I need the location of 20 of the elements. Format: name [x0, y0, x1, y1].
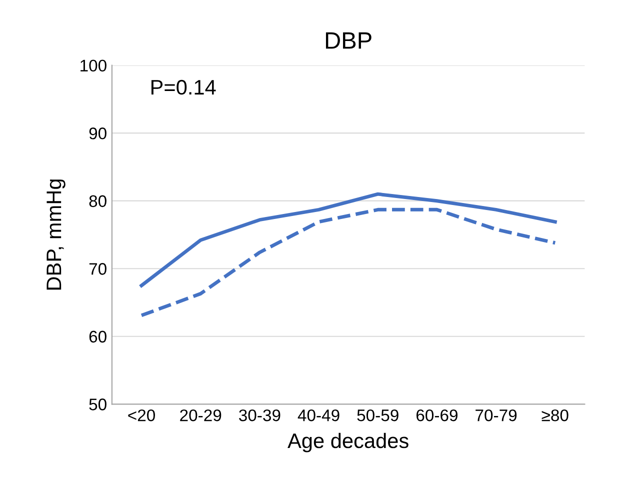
y-tick-label: 60 — [89, 330, 106, 343]
x-tick-label: 50-59 — [357, 409, 398, 422]
y-tick-label: 90 — [89, 128, 106, 140]
line-series — [140, 192, 557, 288]
line-series — [140, 208, 557, 318]
y-tick-label: 80 — [89, 195, 106, 208]
annotation: P=0.14 — [151, 80, 216, 95]
y-tick-label: 70 — [89, 263, 106, 275]
x-tick-label: 30-39 — [239, 409, 280, 422]
x-tick-label: 20-29 — [180, 409, 222, 422]
chart-title: DBP — [326, 32, 372, 49]
y-tick-label: 50 — [89, 398, 106, 410]
x-tick-label: ≥80 — [542, 409, 568, 422]
x-tick-label: 40-49 — [298, 409, 340, 422]
x-axis-title: Age decades — [288, 432, 408, 452]
y-tick-label: 100 — [80, 60, 106, 72]
x-tick-label: 70-79 — [476, 409, 517, 422]
x-tick-label: 60-69 — [416, 409, 458, 422]
x-tick-label: <20 — [128, 409, 155, 422]
y-axis-title: DBP, mmHg — [46, 180, 66, 290]
